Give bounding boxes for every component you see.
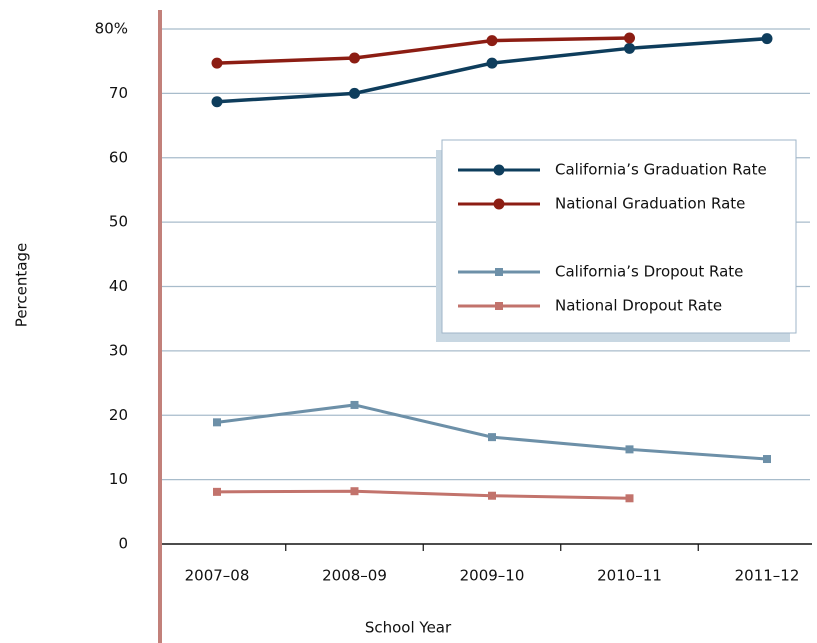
y-tick-label: 40: [109, 277, 128, 295]
point: [488, 491, 496, 500]
point: [761, 33, 773, 45]
point: [349, 52, 360, 64]
point: [349, 87, 360, 99]
legend-label: California’s Graduation Rate: [555, 161, 767, 179]
x-axis-label: School Year: [365, 619, 452, 637]
legend-label: National Dropout Rate: [555, 297, 722, 315]
x-tick-label: 2008–09: [322, 567, 387, 585]
point: [625, 494, 634, 503]
y-tick-label: 0: [118, 535, 128, 553]
point: [486, 57, 498, 69]
y-tick-label: 50: [109, 213, 128, 231]
point: [763, 455, 771, 464]
y-tick-label: 20: [109, 406, 128, 424]
y-tick-label: 10: [109, 470, 128, 488]
x-tick-label: 2010–11: [597, 567, 662, 585]
point: [488, 433, 496, 442]
point: [486, 35, 498, 47]
legend-marker: [495, 302, 503, 310]
y-tick-label: 30: [109, 341, 128, 359]
series-line: [216, 403, 768, 461]
point: [213, 418, 221, 427]
y-axis-label: Percentage: [13, 243, 31, 327]
x-tick-label: 2009–10: [460, 567, 525, 585]
point: [625, 445, 634, 454]
point: [350, 400, 359, 409]
legend-marker: [493, 164, 505, 176]
y-tick-label: 80%: [95, 20, 128, 38]
y-tick-label: 60: [109, 148, 128, 166]
x-tick-label: 2007–08: [185, 567, 250, 585]
legend-marker: [495, 268, 503, 276]
x-tick-label: 2011–12: [735, 567, 800, 585]
legend-marker: [493, 198, 505, 210]
series-line: [216, 489, 630, 500]
point: [211, 96, 223, 108]
legend-label: National Graduation Rate: [555, 195, 745, 213]
series-line: [216, 36, 630, 65]
point: [624, 32, 635, 44]
point: [350, 487, 359, 496]
legend-label: California’s Dropout Rate: [555, 263, 743, 281]
point: [213, 487, 221, 496]
y-tick-label: 70: [109, 84, 128, 102]
point: [211, 57, 223, 69]
point: [624, 42, 635, 54]
series-line: [216, 36, 768, 104]
